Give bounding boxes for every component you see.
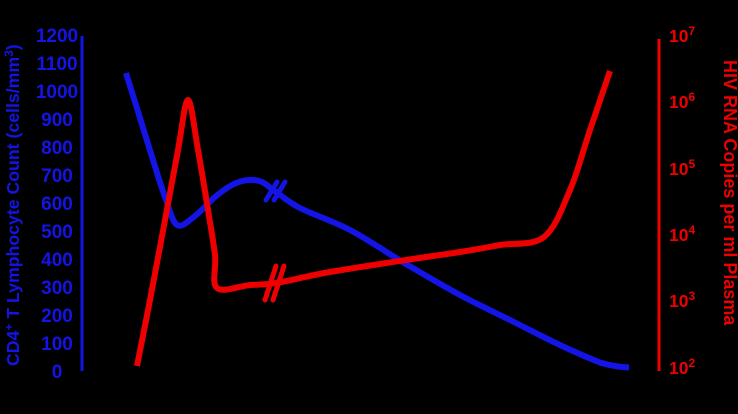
svg-text:600: 600 <box>41 194 73 215</box>
svg-text:700: 700 <box>41 166 73 187</box>
svg-text:300: 300 <box>41 278 73 299</box>
svg-text:0: 0 <box>52 362 63 383</box>
svg-text:1000: 1000 <box>36 82 78 103</box>
svg-text:900: 900 <box>41 110 73 131</box>
svg-text:1100: 1100 <box>36 54 77 75</box>
svg-text:100: 100 <box>41 334 73 355</box>
svg-text:500: 500 <box>41 222 73 243</box>
svg-text:800: 800 <box>41 138 73 159</box>
svg-text:CD4+ T Lymphocyte Count (cells: CD4+ T Lymphocyte Count (cells/mm3) <box>2 44 23 366</box>
svg-text:200: 200 <box>41 306 73 327</box>
svg-text:400: 400 <box>41 250 73 271</box>
svg-text:HIV RNA Copies per ml Plasma: HIV RNA Copies per ml Plasma <box>720 60 738 326</box>
svg-text:1200: 1200 <box>36 26 78 47</box>
